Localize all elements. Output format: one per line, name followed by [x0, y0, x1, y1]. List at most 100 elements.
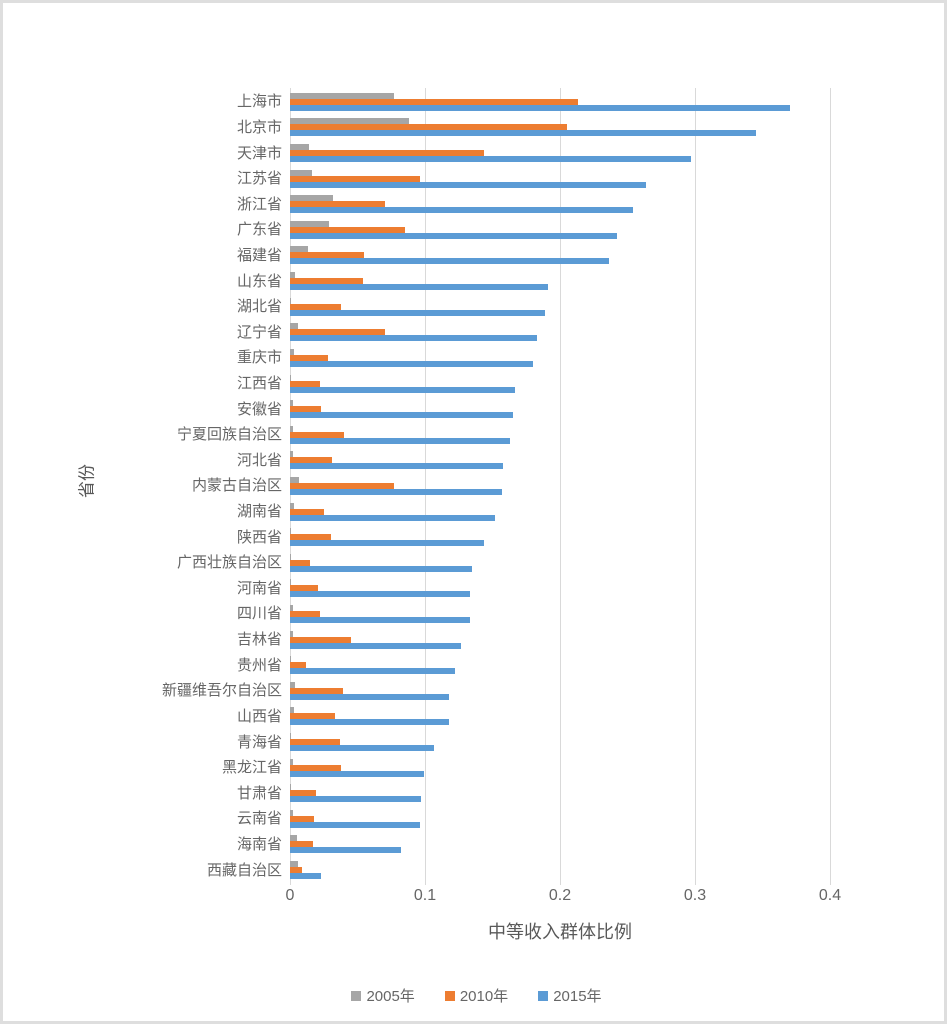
- bar-2015年: [290, 642, 462, 649]
- category-row: 浙江省: [3, 191, 944, 217]
- bar-2010年: [290, 739, 340, 746]
- category-label: 吉林省: [236, 631, 282, 649]
- category-label: 贵州省: [236, 656, 282, 674]
- bar-2010年: [290, 226, 405, 233]
- category-label: 青海省: [236, 733, 282, 751]
- bar-group: [290, 835, 401, 854]
- category-row: 云南省: [3, 806, 944, 832]
- bar-group: [290, 604, 470, 623]
- bar-2010年: [290, 201, 385, 208]
- gridline: [560, 88, 561, 885]
- bar-2005年: [290, 630, 293, 637]
- category-label: 云南省: [236, 810, 282, 828]
- bar-2005年: [290, 169, 312, 176]
- bar-2010年: [290, 585, 319, 592]
- category-label: 湖北省: [236, 298, 282, 316]
- bar-2005年: [290, 835, 297, 842]
- bar-group: [290, 784, 421, 803]
- bar-group: [290, 92, 790, 111]
- category-row: 江苏省: [3, 166, 944, 192]
- category-label: 内蒙古自治区: [191, 477, 282, 495]
- legend-item-2005年: 2005年: [351, 985, 415, 1006]
- bar-2005年: [290, 656, 292, 663]
- bar-group: [290, 374, 516, 393]
- bar-2010年: [290, 354, 328, 361]
- category-row: 湖北省: [3, 294, 944, 320]
- legend-item-2015年: 2015年: [538, 985, 602, 1006]
- category-label: 陕西省: [236, 528, 282, 546]
- bar-group: [290, 733, 435, 752]
- category-row: 重庆市: [3, 345, 944, 371]
- bar-2015年: [290, 437, 511, 444]
- bar-2010年: [290, 380, 320, 387]
- category-row: 甘肃省: [3, 780, 944, 806]
- bar-2015年: [290, 668, 455, 675]
- category-label: 广东省: [236, 221, 282, 239]
- category-row: 广西壮族自治区: [3, 550, 944, 576]
- category-label: 北京市: [236, 118, 282, 136]
- legend-marker-icon: [538, 990, 549, 1001]
- bar-2010年: [290, 150, 485, 157]
- bar-2015年: [290, 156, 691, 163]
- bar-group: [290, 118, 756, 137]
- bar-group: [290, 144, 691, 163]
- category-row: 吉林省: [3, 627, 944, 653]
- bar-group: [290, 553, 473, 572]
- bar-2010年: [290, 252, 365, 259]
- x-tick-label: 0.3: [683, 887, 707, 904]
- bar-2015年: [290, 540, 485, 547]
- y-axis-title: 省份: [77, 464, 97, 498]
- bar-group: [290, 297, 546, 316]
- bar-2010年: [290, 764, 342, 771]
- bar-2010年: [290, 636, 351, 643]
- bar-2010年: [290, 303, 342, 310]
- category-label: 西藏自治区: [206, 861, 282, 879]
- bar-2005年: [290, 92, 394, 99]
- bar-2010年: [290, 457, 332, 464]
- bar-group: [290, 861, 322, 880]
- bar-2005年: [290, 476, 300, 483]
- bar-2015年: [290, 104, 790, 111]
- category-row: 四川省: [3, 601, 944, 627]
- bar-group: [290, 400, 513, 419]
- bar-2010年: [290, 431, 344, 438]
- legend-marker-icon: [351, 990, 362, 1001]
- legend-item-2010年: 2010年: [444, 985, 508, 1006]
- category-row: 海南省: [3, 832, 944, 858]
- category-label: 甘肃省: [236, 784, 282, 802]
- category-label: 浙江省: [236, 195, 282, 213]
- category-row: 西藏自治区: [3, 857, 944, 883]
- bar-group: [290, 272, 548, 291]
- bar-2015年: [290, 463, 504, 470]
- bar-2005年: [290, 784, 292, 791]
- x-tick-label: 0: [285, 887, 295, 904]
- bar-2005年: [290, 861, 299, 868]
- bar-2005年: [290, 323, 299, 330]
- bar-2005年: [290, 733, 292, 740]
- bar-2005年: [290, 579, 292, 586]
- bar-2015年: [290, 745, 435, 752]
- bar-2005年: [290, 681, 296, 688]
- category-label: 河北省: [236, 451, 282, 469]
- bar-2005年: [290, 297, 292, 304]
- category-label: 安徽省: [236, 400, 282, 418]
- bar-2010年: [290, 482, 394, 489]
- legend: 2005年 2010年 2015年: [3, 985, 944, 1006]
- bar-2015年: [290, 130, 756, 137]
- bar-group: [290, 220, 617, 239]
- bar-group: [290, 323, 538, 342]
- category-row: 山西省: [3, 704, 944, 730]
- bar-2015年: [290, 360, 533, 367]
- category-row: 河北省: [3, 448, 944, 474]
- bar-2010年: [290, 508, 324, 515]
- category-label: 上海市: [236, 93, 282, 111]
- bar-rows: 上海市 北京市 天津市 江苏省 浙江省 广东省 福建省 山东省 湖北省 辽宁省 重庆市 江西省 安徽省宁…: [3, 89, 944, 883]
- category-label: 新疆维吾尔自治区: [161, 682, 282, 700]
- category-label: 江西省: [236, 375, 282, 392]
- bar-2010年: [290, 662, 307, 669]
- x-tick-label: 0.2: [548, 887, 572, 904]
- category-label: 天津市: [236, 144, 282, 162]
- category-row: 河南省: [3, 576, 944, 602]
- bar-2005年: [290, 220, 330, 227]
